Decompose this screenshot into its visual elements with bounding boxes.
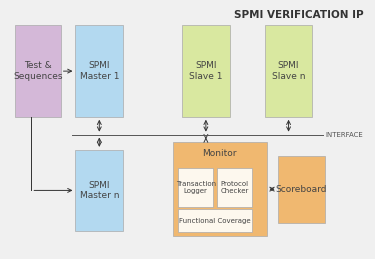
FancyBboxPatch shape xyxy=(178,210,252,232)
Text: SPMI
Master 1: SPMI Master 1 xyxy=(80,61,119,81)
Text: Scoreboard: Scoreboard xyxy=(276,185,327,194)
Text: Transaction
Logger: Transaction Logger xyxy=(176,181,216,194)
FancyBboxPatch shape xyxy=(75,25,123,117)
FancyBboxPatch shape xyxy=(173,142,267,236)
Text: SPMI
Master n: SPMI Master n xyxy=(80,181,119,200)
FancyBboxPatch shape xyxy=(178,168,213,207)
Text: SPMI
Slave n: SPMI Slave n xyxy=(272,61,305,81)
Text: SPMI
Slave 1: SPMI Slave 1 xyxy=(189,61,223,81)
FancyBboxPatch shape xyxy=(265,25,312,117)
Text: INTERFACE: INTERFACE xyxy=(325,132,363,138)
Text: Functional Coverage: Functional Coverage xyxy=(179,218,251,224)
Text: SPMI VERIFICATION IP: SPMI VERIFICATION IP xyxy=(234,10,364,20)
FancyBboxPatch shape xyxy=(75,150,123,231)
Text: Protocol
Checker: Protocol Checker xyxy=(220,181,249,194)
FancyBboxPatch shape xyxy=(217,168,252,207)
Text: Monitor: Monitor xyxy=(202,148,237,157)
FancyBboxPatch shape xyxy=(278,156,325,224)
FancyBboxPatch shape xyxy=(15,25,61,117)
Text: Test &
Sequences: Test & Sequences xyxy=(13,61,63,81)
FancyBboxPatch shape xyxy=(182,25,230,117)
